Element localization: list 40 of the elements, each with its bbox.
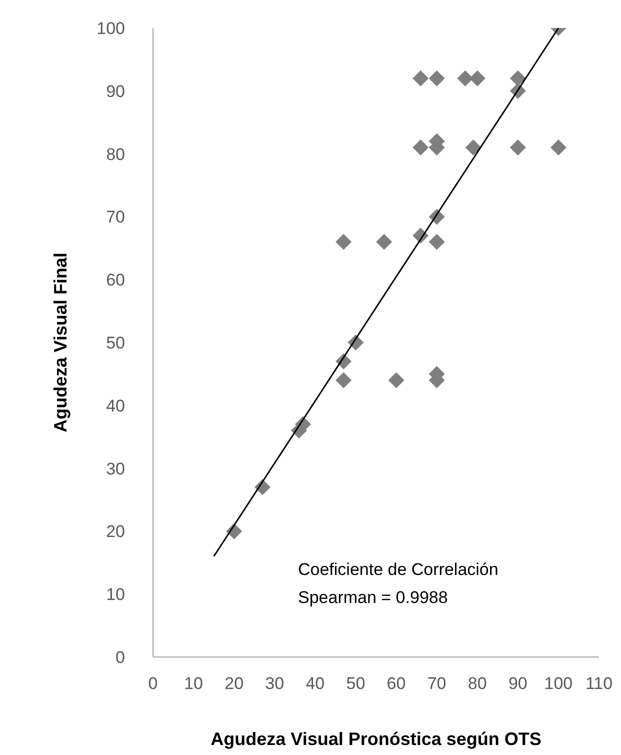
point <box>550 140 566 156</box>
point <box>469 70 486 86</box>
y-tick-label: 20 <box>106 522 125 542</box>
x-tick-label: 10 <box>184 674 204 694</box>
point <box>336 372 352 388</box>
x-tick-label: 60 <box>386 674 406 694</box>
x-axis-title: Agudeza Visual Pronóstica según OTS <box>210 729 542 749</box>
point <box>510 70 526 86</box>
x-tick-label: 80 <box>468 674 487 694</box>
x-tick-label: 70 <box>427 674 446 694</box>
point <box>465 140 482 156</box>
point <box>336 234 352 250</box>
point <box>457 70 474 86</box>
point <box>388 372 404 388</box>
point <box>428 234 445 250</box>
x-tick-label: 100 <box>544 674 573 694</box>
point <box>412 140 429 156</box>
y-tick-label: 50 <box>106 334 125 353</box>
y-tick-label: 10 <box>106 585 125 604</box>
y-tick-label: 70 <box>106 208 125 227</box>
x-tick-label: 90 <box>508 674 528 694</box>
y-tick-label: 80 <box>106 144 125 164</box>
x-tick-label: 0 <box>148 674 158 694</box>
y-tick-label: 40 <box>106 396 125 416</box>
x-tick-label: 50 <box>346 674 366 694</box>
point <box>510 140 526 156</box>
y-tick-label: 0 <box>116 648 125 668</box>
point <box>428 70 445 86</box>
x-tick-label: 40 <box>306 674 325 694</box>
y-tick-label: 100 <box>96 19 125 38</box>
y-tick-label: 90 <box>106 82 125 101</box>
x-tick-label: 110 <box>585 674 613 694</box>
point <box>376 234 392 250</box>
x-tick-label: 20 <box>224 674 244 694</box>
point <box>412 70 429 86</box>
annotation: Coeficiente de Correlación Spearman = 0.9988 <box>298 559 498 609</box>
y-tick-label: 60 <box>106 270 125 290</box>
y-tick-label: 30 <box>106 459 125 478</box>
x-tick-label: 30 <box>265 674 284 694</box>
y-axis-title: Agudeza Visual Final <box>50 252 70 432</box>
